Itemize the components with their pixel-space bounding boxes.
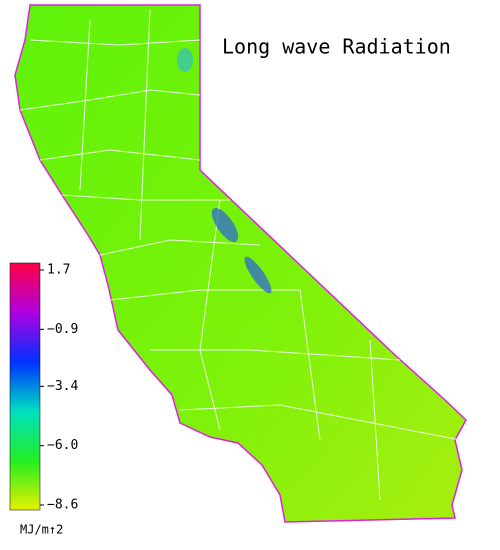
sierra: [177, 48, 272, 294]
colorbar-tick-label: −3.4: [47, 379, 78, 394]
colorbar-tick-label: 1.7: [47, 263, 70, 278]
colorbar-tick-label: −8.6: [47, 498, 78, 513]
title: Long wave Radiation: [222, 35, 451, 59]
california: [14, 4, 467, 523]
county-borders: [19, 9, 461, 501]
colorbar-unit: MJ/m↑2: [20, 523, 63, 537]
colorbar-tick-label: −6.0: [47, 438, 78, 453]
colorbar-tick-label: −0.9: [47, 322, 78, 337]
colorbar: [9, 262, 41, 511]
